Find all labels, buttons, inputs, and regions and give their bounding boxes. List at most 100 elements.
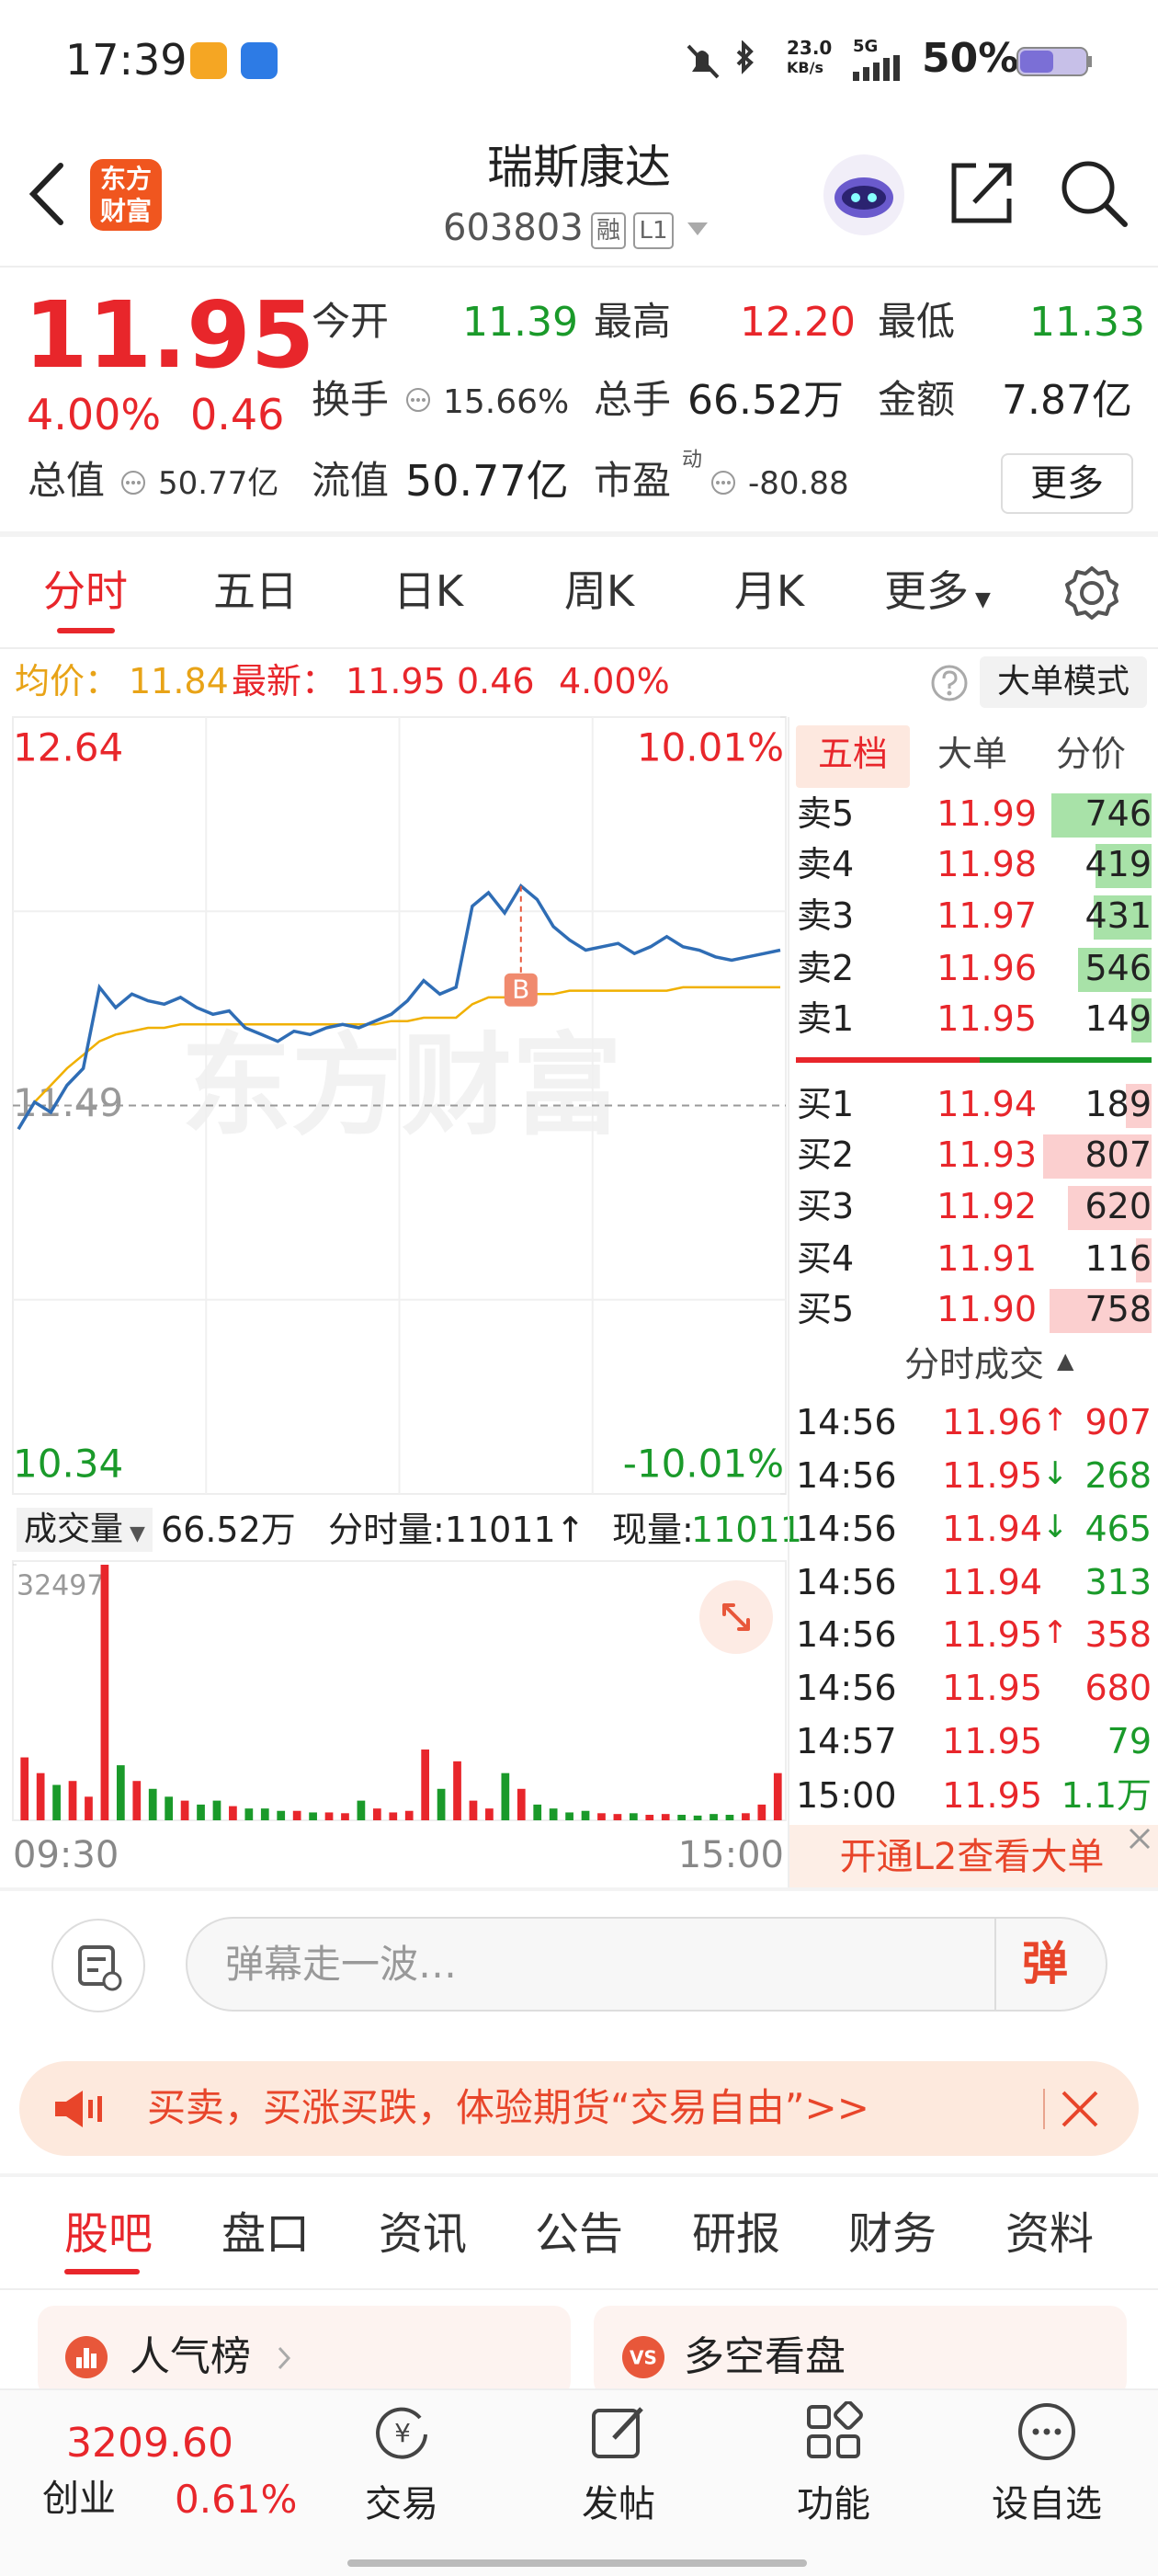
danmaku-input[interactable]	[186, 1917, 1107, 2012]
period-tab[interactable]: 更多 ▼	[884, 566, 991, 616]
trade-volume: 680	[1084, 1668, 1152, 1708]
section-tab[interactable]: 股吧	[63, 2208, 153, 2260]
index-value[interactable]: 3209.60	[66, 2420, 233, 2467]
book-price: 11.98	[937, 844, 1037, 884]
volume-bar	[341, 1813, 349, 1820]
trade-price: 11.95	[942, 1668, 1042, 1708]
card-title: 人气榜	[130, 2333, 251, 2380]
marker-label: B	[512, 975, 529, 1005]
help-icon[interactable]	[930, 664, 969, 702]
sort-arrow: ▲	[1057, 1348, 1074, 1373]
section-tab[interactable]: 财务	[847, 2208, 937, 2260]
more-button[interactable]: 更多	[1001, 453, 1133, 514]
logo-text: 东方财富	[99, 164, 152, 226]
section-tab[interactable]: 资料	[1005, 2208, 1094, 2260]
section-tab[interactable]: 盘口	[221, 2208, 310, 2260]
volume-selector[interactable]: 成交量 ▼	[17, 1508, 153, 1552]
danmaku-send[interactable]: 弹	[1022, 1937, 1068, 1990]
nav-item[interactable]: 交易	[365, 2483, 438, 2525]
intraday-chart: 东方财富 12.64 11.49 10.34 10.01% -10.01% B 32497 0…	[12, 716, 787, 1876]
back-button[interactable]	[26, 162, 72, 226]
book-tab[interactable]: 分价	[1055, 734, 1126, 774]
nav-item[interactable]: 设自选	[992, 2483, 1102, 2525]
book-tab[interactable]: 五档	[817, 734, 888, 774]
stat-value: 11.33	[1029, 299, 1145, 346]
nav-item[interactable]: 功能	[797, 2483, 870, 2525]
period-tab[interactable]: 五日	[213, 566, 298, 616]
divider	[1043, 2089, 1045, 2129]
watermark: 东方财富	[181, 1023, 622, 1151]
dropdown-arrow: ▼	[969, 588, 991, 611]
bottom-nav	[0, 2388, 1158, 2576]
promo-banner[interactable]	[19, 2061, 1139, 2156]
logo	[90, 159, 162, 231]
price-line	[17, 883, 781, 1131]
chevron	[278, 2346, 291, 2370]
volume-selector-text: 成交量	[24, 1510, 124, 1548]
volume-bar	[20, 1757, 29, 1820]
book-tab-bg	[796, 725, 910, 788]
book-label: 卖3	[797, 895, 855, 936]
dropdown-icon[interactable]	[686, 221, 710, 237]
avg-label: 均价：	[15, 661, 120, 701]
volume-bar	[148, 1788, 157, 1820]
y2-tick-label: 10.01%	[637, 725, 784, 770]
popularity-card[interactable]	[38, 2306, 571, 2398]
danmaku-settings[interactable]	[50, 1917, 147, 2014]
big-order-mode-button[interactable]: 大单模式	[980, 656, 1147, 708]
book-volume: 746	[1084, 793, 1152, 834]
nav-item[interactable]: 发帖	[582, 2483, 655, 2525]
search-button[interactable]	[1059, 158, 1129, 228]
book-label: 卖2	[797, 948, 855, 988]
book-volume: 758	[1084, 1289, 1152, 1329]
trades-title[interactable]: 分时成交	[903, 1344, 1044, 1385]
info-icon[interactable]	[404, 386, 432, 414]
info-icon[interactable]	[119, 469, 147, 496]
book-volume: 189	[1084, 1084, 1152, 1124]
margin-tag: 融	[591, 212, 626, 249]
trade-arrow: ↓	[1042, 1509, 1069, 1545]
book-volume: 116	[1084, 1238, 1152, 1279]
assistant-avatar[interactable]	[821, 152, 907, 238]
close-button[interactable]	[1125, 1824, 1154, 1853]
volume-bar	[757, 1804, 766, 1820]
home-indicator	[347, 2559, 807, 2567]
volume-bar	[485, 1808, 494, 1820]
share-button[interactable]	[948, 158, 1016, 226]
book-label: 卖1	[797, 998, 855, 1039]
volume-bar	[165, 1796, 174, 1820]
l2-promo[interactable]: 开通L2查看大单	[839, 1836, 1105, 1878]
depth-bar	[1093, 895, 1152, 940]
sentiment-card[interactable]	[594, 2306, 1127, 2398]
trade-price: 11.95	[942, 1614, 1042, 1655]
book-price: 11.93	[937, 1134, 1037, 1175]
book-price: 11.96	[937, 948, 1037, 988]
period-tab[interactable]: 分时	[43, 566, 128, 616]
section-tab[interactable]: 资讯	[378, 2208, 467, 2260]
tick-volume: 分时量:11011↑	[328, 1510, 585, 1550]
period-tab[interactable]: 月K	[733, 566, 805, 616]
section-tab[interactable]: 研报	[691, 2208, 780, 2260]
section-tab[interactable]: 公告	[534, 2208, 623, 2260]
info-icon[interactable]	[710, 469, 737, 496]
book-tab[interactable]: 大单	[937, 734, 1007, 774]
volume-bar	[309, 1812, 317, 1820]
close-button[interactable]	[1060, 2089, 1100, 2129]
depth-bar	[1131, 998, 1152, 1043]
period-tab[interactable]: 周K	[563, 566, 635, 616]
book-label: 卖5	[797, 793, 855, 834]
volume-bar	[116, 1765, 125, 1820]
volume-bar	[260, 1808, 269, 1820]
change: 0.46	[190, 390, 285, 439]
stat-value: 50.77亿	[158, 465, 279, 502]
stat-value: 7.87亿	[1002, 377, 1132, 424]
trade-time: 14:56	[796, 1614, 897, 1655]
expand-button[interactable]	[698, 1579, 774, 1655]
stat-label: 总值	[28, 458, 106, 503]
volume-bar	[197, 1804, 205, 1820]
index-change: 0.61%	[175, 2477, 298, 2522]
period-tab[interactable]: 日K	[392, 566, 464, 616]
depth-bar	[1050, 1289, 1152, 1333]
divider	[0, 2173, 1158, 2177]
settings-button[interactable]	[1063, 564, 1120, 621]
